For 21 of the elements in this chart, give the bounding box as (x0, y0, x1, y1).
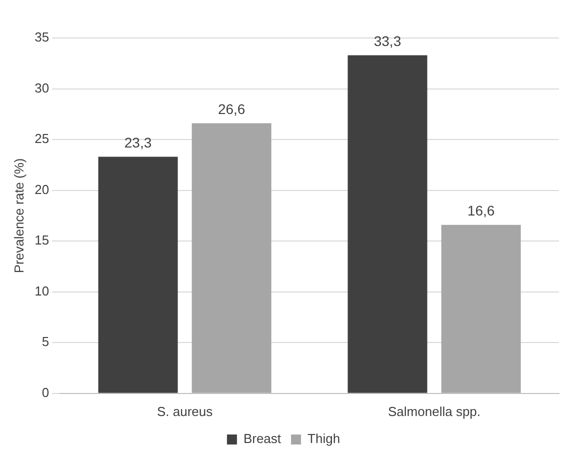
data-label: 33,3 (374, 33, 402, 50)
y-tick-label: 20 (34, 182, 50, 197)
x-tick-label: S. aureus (156, 404, 214, 419)
y-tick-label: 0 (42, 384, 50, 400)
legend-label: Thigh (308, 431, 340, 446)
y-tick-label: 5 (42, 334, 50, 350)
y-axis-title: Prevalence rate (%) (11, 158, 26, 274)
bar (348, 55, 428, 393)
y-tick-label: 25 (34, 131, 50, 146)
y-tick-label: 30 (34, 80, 50, 96)
bar (441, 224, 521, 393)
legend-label: Breast (243, 431, 282, 446)
y-tick-label: 35 (34, 30, 50, 45)
data-label: 16,6 (467, 202, 495, 219)
data-label: 26,6 (218, 101, 246, 118)
bar (192, 123, 272, 393)
bar (98, 156, 178, 393)
data-label: 23,3 (124, 134, 152, 151)
x-tick-label: Salmonella spp. (388, 404, 481, 419)
y-tick-label: 10 (34, 283, 50, 298)
y-tick-label: 15 (34, 232, 50, 248)
